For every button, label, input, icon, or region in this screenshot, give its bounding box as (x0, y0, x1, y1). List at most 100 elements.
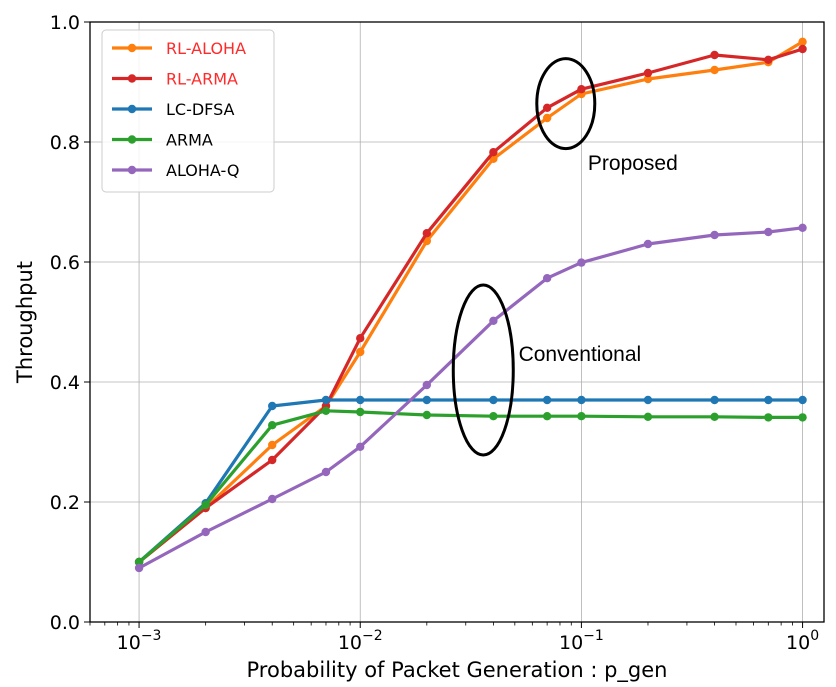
series-line (137, 398, 805, 564)
data-point (764, 55, 773, 64)
data-point (798, 395, 807, 405)
data-point (489, 316, 498, 325)
data-point (542, 412, 552, 421)
data-point (356, 442, 365, 451)
y-tick-label: 0.8 (50, 132, 80, 154)
legend-label: RL-ALOHA (166, 39, 246, 58)
x-tick-label: 10−2 (338, 628, 383, 654)
legend-label: ALOHA-Q (166, 161, 239, 180)
data-point (422, 395, 432, 405)
series-layer (134, 37, 807, 573)
data-point (201, 500, 210, 510)
data-point (422, 229, 432, 238)
annotations: Proposed Conventional (451, 57, 678, 457)
data-point (577, 85, 586, 94)
data-point (798, 223, 807, 232)
y-axis-label: Throughput (13, 261, 37, 384)
legend-swatch-marker (127, 135, 137, 144)
data-point (268, 401, 277, 411)
data-point (489, 395, 498, 405)
data-point (577, 395, 586, 405)
data-point (422, 410, 432, 420)
legend-entry: ARMA (112, 131, 213, 150)
data-point (577, 258, 586, 267)
data-point (798, 44, 807, 54)
legend-swatch-marker (127, 74, 137, 83)
legend-swatch-marker (127, 165, 137, 175)
legend-swatch-marker (127, 104, 137, 114)
data-point (489, 412, 498, 421)
data-point (321, 395, 331, 405)
data-point (710, 65, 719, 75)
data-point (356, 395, 365, 405)
data-point (542, 103, 552, 113)
annotation-ellipse (535, 57, 597, 151)
data-point (134, 563, 144, 573)
data-point (798, 37, 807, 46)
legend-entry: LC-DFSA (112, 100, 235, 119)
legend-label: LC-DFSA (166, 100, 235, 119)
legend-box (101, 29, 275, 193)
data-point (134, 557, 144, 567)
series-arma (134, 406, 807, 567)
y-tick-label: 0.2 (50, 492, 80, 514)
data-point (764, 413, 773, 422)
data-point (764, 395, 773, 405)
data-point (798, 413, 807, 422)
data-point (489, 148, 498, 157)
data-point (643, 412, 653, 421)
legend-swatch-marker (127, 43, 137, 53)
axis-ticks: 10−3 10−2 10−1 100 0.0 0.2 0.4 0.6 0.8 1.0 (50, 12, 819, 654)
data-point (710, 50, 719, 60)
annotation-label: Conventional (519, 343, 642, 366)
legend-entry: RL-ALOHA (112, 39, 246, 58)
data-point (710, 230, 719, 240)
legend-entry: RL-ARMA (112, 70, 238, 89)
legend-label: ARMA (166, 131, 213, 150)
data-point (321, 406, 331, 415)
data-point (577, 412, 586, 421)
data-point (268, 440, 277, 450)
x-tick-label: 10−3 (117, 628, 162, 654)
y-tick-label: 1.0 (50, 12, 80, 34)
x-tick-label: 10−1 (559, 628, 604, 654)
data-point (201, 527, 210, 537)
series-rl-arma (134, 44, 807, 567)
y-tick-label: 0.6 (50, 252, 80, 274)
series-lc-dfsa (134, 395, 807, 567)
data-point (268, 494, 277, 504)
x-tick-label: 100 (786, 628, 819, 654)
annotation-ellipse (451, 283, 515, 457)
y-tick-label: 0.4 (50, 372, 80, 394)
legend: RL-ALOHA RL-ARMA LC-DFSA ARMA ALOHA-Q (101, 29, 275, 193)
data-point (356, 334, 365, 343)
data-point (710, 395, 719, 405)
data-point (710, 412, 719, 421)
legend-label: RL-ARMA (166, 70, 238, 89)
x-axis-label: Probability of Packet Generation : p_gen (247, 658, 668, 683)
plot-frame (89, 21, 825, 623)
annotation-proposed: Proposed (535, 57, 678, 175)
series-line (137, 226, 805, 570)
data-point (356, 347, 365, 357)
data-point (643, 68, 653, 78)
y-tick-label: 0.0 (50, 612, 80, 634)
data-point (268, 421, 277, 430)
series-aloha-q (134, 223, 807, 573)
data-point (542, 113, 552, 123)
data-point (422, 380, 432, 390)
data-point (643, 74, 653, 84)
data-point (764, 227, 773, 237)
data-point (542, 274, 552, 283)
data-point (268, 455, 277, 465)
data-point (643, 239, 653, 249)
data-point (321, 467, 331, 477)
annotation-label: Proposed (588, 152, 678, 175)
legend-entry: ALOHA-Q (112, 161, 239, 180)
data-point (643, 395, 653, 405)
data-point (356, 407, 365, 417)
data-point (542, 395, 552, 405)
annotation-conventional: Conventional (451, 283, 642, 457)
series-line (137, 409, 805, 564)
